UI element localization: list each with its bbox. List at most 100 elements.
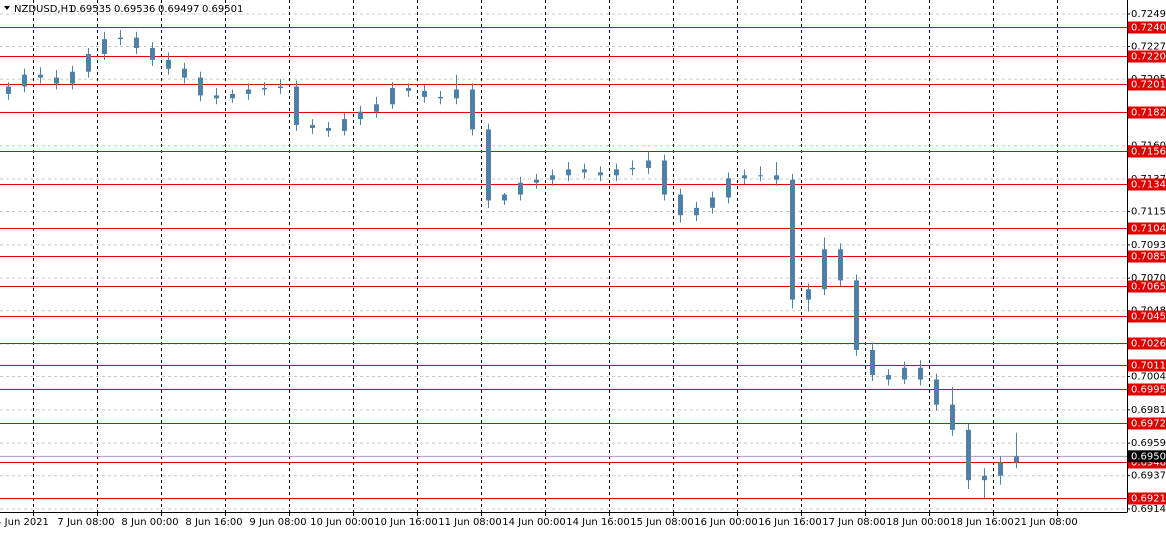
candle-body [150,48,155,60]
candle-body [630,167,635,170]
candle-body [422,90,427,97]
x-tick-label: 8 Jun 16:00 [185,517,242,528]
level-label: 0.69217 [1131,494,1166,505]
candle-body [806,289,811,300]
candle-body [86,53,91,72]
x-tick-label: 9 Jun 08:00 [249,517,306,528]
candle-body [534,179,539,183]
ohlc-header: 0.69535 0.69536 0.69497 0.69501 [70,4,243,15]
level-label-bg [1128,106,1166,119]
candle-body [726,178,731,198]
candle-body [294,86,299,125]
level-label: 0.70852 [1131,252,1166,263]
candle-body [374,104,379,112]
candle-body [982,475,987,481]
x-tick-label: 17 Jun 08:00 [822,517,886,528]
candle-body [966,429,971,481]
level-label-bg [1128,383,1166,396]
candle-body [902,367,907,380]
x-tick-label: 4 Jun 2021 [0,517,49,528]
candle-body [486,129,491,201]
candle-body [614,169,619,176]
x-tick-label: 11 Jun 08:00 [438,517,502,528]
level-label: 0.71042 [1131,224,1166,235]
candle-body [1014,456,1019,463]
candle-body [694,207,699,216]
menu-arrow[interactable] [4,6,10,10]
x-tick-label: 18 Jun 00:00 [886,517,950,528]
candle-body [118,37,123,40]
y-tick-label: 0.69815 [1131,405,1166,416]
candle-body [758,175,763,177]
candle-body [230,93,235,99]
y-tick-label: 0.70705 [1131,273,1166,284]
candle-body [518,182,523,195]
candle-body [134,37,139,49]
level-label: 0.69954 [1131,385,1166,396]
level-label-bg [1128,280,1166,293]
level-label-bg [1128,417,1166,430]
candle-body [774,175,779,180]
level-label: 0.70269 [1131,339,1166,350]
level-label-bg [1128,145,1166,158]
candle-body [646,160,651,168]
candle-body [310,124,315,128]
x-tick-label: 8 Jun 00:00 [121,517,178,528]
candle-body [854,280,859,350]
ohlc-value: 0.69535 [70,4,111,15]
candle-body [102,39,107,54]
candle-body [214,95,219,99]
level-label: 0.72401 [1131,23,1166,34]
candle-body [870,349,875,376]
level-label: 0.70452 [1131,312,1166,323]
candle-body [54,77,59,84]
level-label-bg [1128,50,1166,63]
candle-body [342,119,347,131]
level-label: 0.71343 [1131,180,1166,191]
x-tick-label: 16 Jun 00:00 [694,517,758,528]
level-label: 0.72018 [1131,80,1166,91]
candle-body [934,379,939,405]
axis-labels: 0.724900.722700.720500.718250.716000.713… [0,9,1166,528]
level-label-bg [1128,359,1166,372]
candle-body [70,71,75,84]
level-label: 0.72203 [1131,52,1166,63]
level-label-bg [1128,250,1166,263]
x-tick-label: 10 Jun 00:00 [310,517,374,528]
candle-body [502,194,507,201]
candle-body [822,249,827,290]
candle-body [326,127,331,131]
candle-body [790,179,795,300]
candle-body [166,59,171,69]
ohlc-value: 0.69536 [114,4,155,15]
y-tick-label: 0.71155 [1131,207,1166,218]
candle-body [998,462,1003,476]
candle-body [390,87,395,105]
candle-body [198,77,203,96]
ohlc-value: 0.69501 [202,4,243,15]
level-label-bg [1128,178,1166,191]
ohlc-value: 0.69497 [158,4,199,15]
candle-body [886,375,891,380]
candle-body [454,89,459,99]
candle-body [246,89,251,94]
candle-body [438,96,443,99]
level-label-bg [1128,21,1166,34]
candle-body [406,87,411,91]
level-label: 0.70654 [1131,282,1166,293]
candle-body [278,86,283,88]
candle-body [662,160,667,195]
level-label-bg [1128,310,1166,323]
level-label: 0.71561 [1131,147,1166,158]
candle-body [582,169,587,173]
level-label-bg [1128,492,1166,505]
x-tick-label: 18 Jun 16:00 [950,517,1014,528]
candle-body [742,175,747,179]
candle-body [550,175,555,180]
y-tick-label: 0.69145 [1131,504,1166,515]
